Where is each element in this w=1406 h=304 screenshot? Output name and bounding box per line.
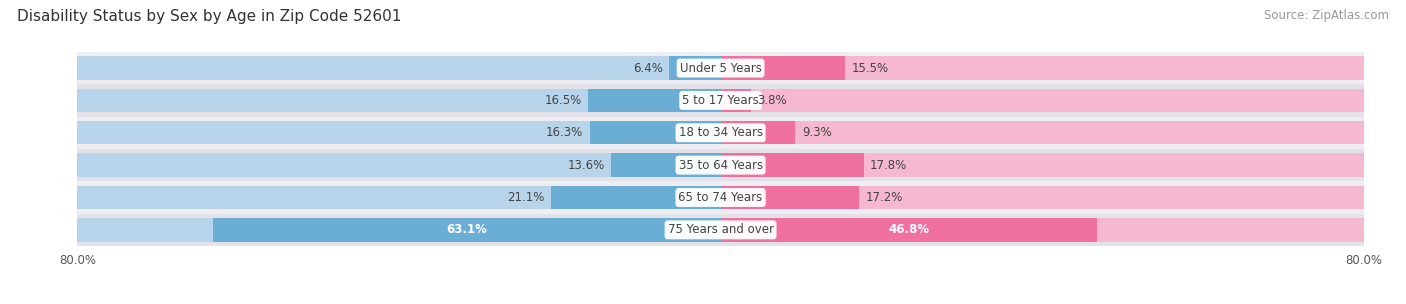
Bar — [77, 52, 1364, 84]
Text: 13.6%: 13.6% — [568, 159, 605, 172]
Bar — [77, 154, 721, 177]
Text: Disability Status by Sex by Age in Zip Code 52601: Disability Status by Sex by Age in Zip C… — [17, 9, 401, 24]
Text: 18 to 34 Years: 18 to 34 Years — [679, 126, 762, 139]
Bar — [214, 218, 721, 241]
Text: 6.4%: 6.4% — [633, 61, 662, 74]
Text: 15.5%: 15.5% — [852, 61, 889, 74]
Bar — [721, 121, 1364, 144]
Text: 17.8%: 17.8% — [870, 159, 907, 172]
Bar — [721, 89, 751, 112]
Bar — [77, 214, 1364, 246]
Text: 65 to 74 Years: 65 to 74 Years — [679, 191, 762, 204]
Bar — [721, 218, 1364, 241]
Bar — [551, 186, 721, 209]
Bar — [669, 57, 721, 80]
Bar — [588, 89, 721, 112]
Text: 75 Years and over: 75 Years and over — [668, 223, 773, 237]
Bar — [721, 89, 1364, 112]
Bar — [77, 117, 1364, 149]
Bar — [721, 57, 1364, 80]
Bar — [721, 186, 859, 209]
Text: 46.8%: 46.8% — [889, 223, 929, 237]
Text: 63.1%: 63.1% — [447, 223, 488, 237]
Text: 3.8%: 3.8% — [758, 94, 787, 107]
Bar — [612, 154, 721, 177]
Bar — [589, 121, 721, 144]
Bar — [77, 84, 1364, 117]
Bar — [721, 154, 863, 177]
Bar — [77, 218, 721, 241]
Bar — [77, 121, 721, 144]
Bar — [77, 57, 721, 80]
Text: Under 5 Years: Under 5 Years — [679, 61, 762, 74]
Bar — [721, 218, 1097, 241]
Bar — [721, 154, 1364, 177]
Text: 5 to 17 Years: 5 to 17 Years — [682, 94, 759, 107]
Bar — [77, 89, 721, 112]
Bar — [721, 186, 1364, 209]
Bar — [721, 57, 845, 80]
Text: 17.2%: 17.2% — [865, 191, 903, 204]
Text: 21.1%: 21.1% — [508, 191, 544, 204]
Bar — [77, 149, 1364, 181]
Text: 16.5%: 16.5% — [544, 94, 582, 107]
Bar — [77, 181, 1364, 214]
Text: 9.3%: 9.3% — [801, 126, 831, 139]
Text: 16.3%: 16.3% — [546, 126, 583, 139]
Bar — [721, 121, 796, 144]
Text: 35 to 64 Years: 35 to 64 Years — [679, 159, 762, 172]
Text: Source: ZipAtlas.com: Source: ZipAtlas.com — [1264, 9, 1389, 22]
Bar — [77, 186, 721, 209]
